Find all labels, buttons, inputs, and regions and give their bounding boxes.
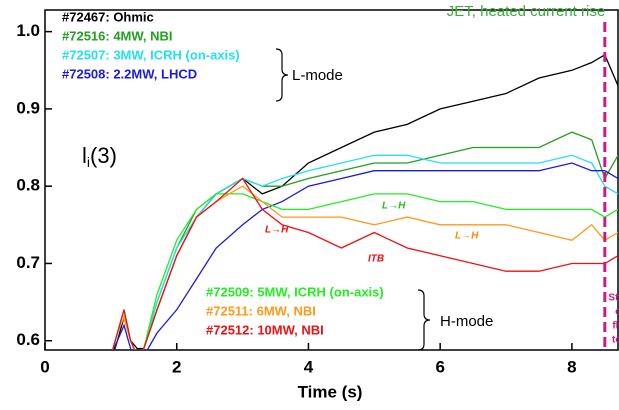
quantity-label: li(3) <box>82 143 117 170</box>
legend-entry: #72511: 6MW, NBI <box>206 303 316 318</box>
plot-area <box>111 53 618 350</box>
flat-top-label: flat <box>612 321 619 332</box>
flat-top-label: Start <box>608 293 619 304</box>
x-tick-label: 4 <box>304 357 314 376</box>
x-tick-label: 2 <box>172 357 181 376</box>
annotation: L→H <box>265 225 289 236</box>
series-line <box>111 193 618 350</box>
series-line <box>111 185 618 350</box>
plot-frame <box>44 9 619 351</box>
quantity-symbol: l <box>82 143 87 168</box>
legend-entry: #72509: 5MW, ICRH (on-axis) <box>206 284 384 299</box>
chart-title: JET, heated current rise <box>447 3 605 20</box>
x-tick-label: 8 <box>567 357 576 376</box>
legend-entry: #72508: 2.2MW, LHCD <box>62 66 197 81</box>
x-tick-label: 6 <box>435 357 444 376</box>
x-axis-label: Time (s) <box>298 382 363 401</box>
y-tick-label: 0.9 <box>16 98 40 117</box>
series-line <box>112 53 618 350</box>
annotation: ITB <box>368 254 384 265</box>
series-line <box>111 154 618 350</box>
brace <box>275 48 289 102</box>
annotation: L→H <box>455 231 479 242</box>
series-line <box>114 162 618 350</box>
y-tick-label: 0.8 <box>16 176 40 195</box>
y-tick-label: 1.0 <box>16 21 40 40</box>
brace <box>417 289 431 351</box>
y-tick-label: 0.7 <box>16 253 40 272</box>
y-tick-label: 0.6 <box>16 330 40 349</box>
legend-entry: #72467: Ohmic <box>62 9 154 24</box>
legend-group: L-mode <box>292 67 343 84</box>
legend-group: H-mode <box>440 313 493 330</box>
series-line <box>111 177 618 350</box>
quantity-subscript: i <box>87 154 90 170</box>
legend-entry: #72516: 4MW, NBI <box>62 28 173 43</box>
legend-entry: #72507: 3MW, ICRH (on-axis) <box>62 47 240 62</box>
flat-top-label: top <box>612 335 619 346</box>
legend-entry: #72512: 10MW, NBI <box>206 322 324 337</box>
x-tick-label: 0 <box>40 357 49 376</box>
quantity-suffix: (3) <box>90 143 117 168</box>
series-line <box>111 131 618 350</box>
annotation: L→H <box>382 201 406 212</box>
flat-top-label: of <box>615 307 619 318</box>
